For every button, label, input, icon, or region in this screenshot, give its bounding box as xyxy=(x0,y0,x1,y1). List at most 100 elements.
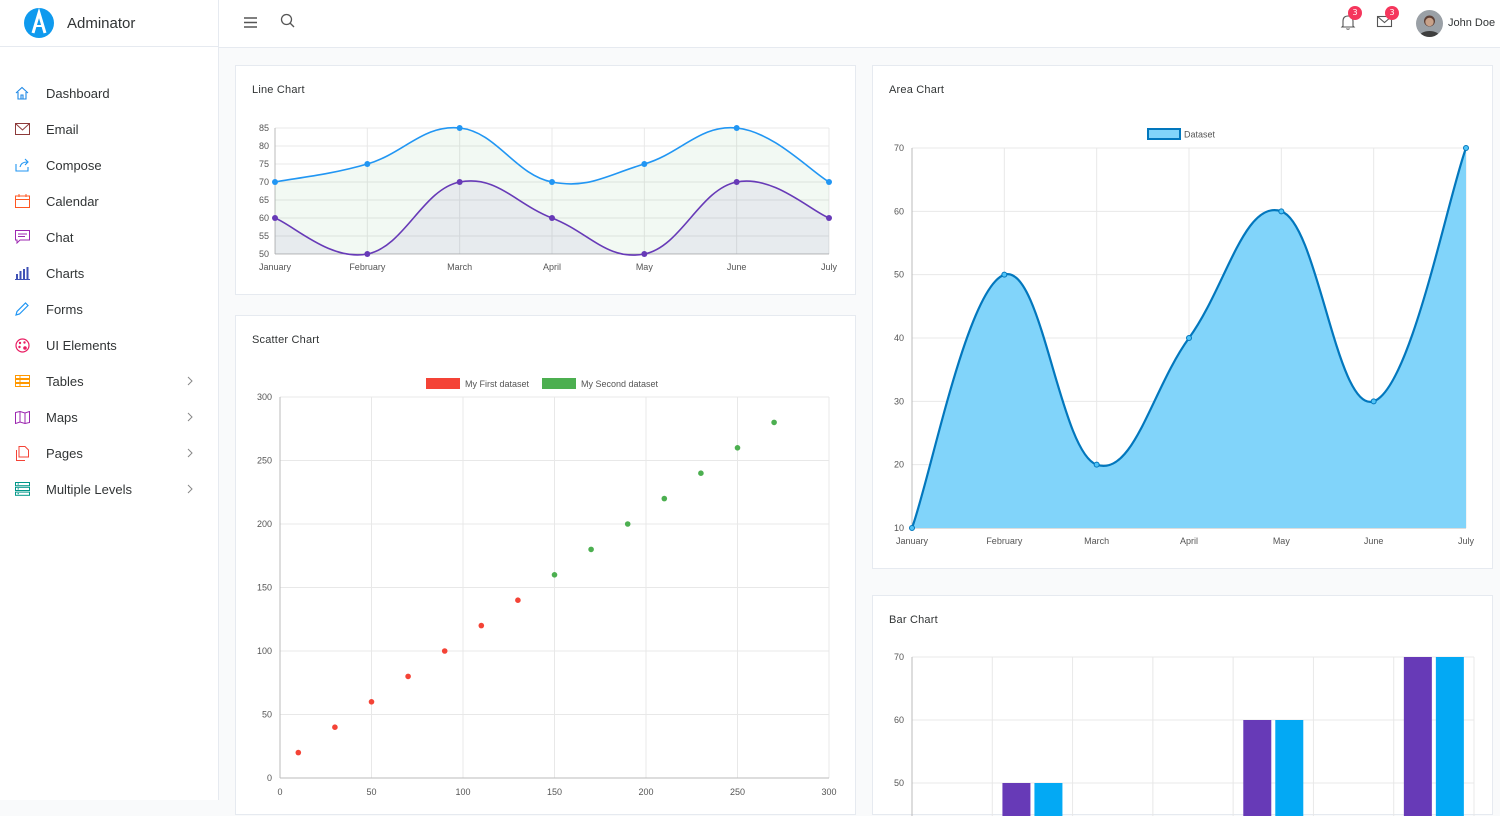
card-title: Bar Chart xyxy=(889,614,938,626)
sidebar-item-maps[interactable]: Maps xyxy=(0,399,218,435)
data-point xyxy=(826,179,832,185)
x-tick-label: April xyxy=(1180,536,1198,546)
y-tick-label: 50 xyxy=(894,778,904,788)
data-point xyxy=(826,215,832,221)
sidebar-item-email[interactable]: Email xyxy=(0,111,218,147)
card-title: Area Chart xyxy=(889,84,945,96)
sidebar-item-tables[interactable]: Tables xyxy=(0,363,218,399)
x-tick-label: 50 xyxy=(366,787,376,797)
scatter-chart-card: Scatter Chart My First dataset My Second … xyxy=(235,315,856,815)
area-chart[interactable]: Dataset 10 20 30 40 50 60 70 January February Marc… xyxy=(873,66,1494,570)
sidebar-menu: Dashboard Email Compose Calendar Chat Ch… xyxy=(0,75,218,507)
data-point xyxy=(272,179,278,185)
data-point xyxy=(456,125,463,131)
sidebar-item-charts[interactable]: Charts xyxy=(0,255,218,291)
avatar[interactable] xyxy=(1416,10,1443,37)
bar xyxy=(1243,720,1272,816)
calendar-icon xyxy=(13,192,31,210)
sidebar-item-multiple-levels[interactable]: Multiple Levels xyxy=(0,471,218,507)
sidebar-item-calendar[interactable]: Calendar xyxy=(0,183,218,219)
y-tick-label: 60 xyxy=(259,213,269,223)
card-title: Scatter Chart xyxy=(252,334,320,346)
sidebar-item-label: Charts xyxy=(46,265,85,281)
y-tick-label: 50 xyxy=(262,710,272,720)
data-point xyxy=(733,125,740,131)
y-tick-label: 300 xyxy=(257,392,272,402)
sidebar-item-pages[interactable]: Pages xyxy=(0,435,218,471)
layers-icon xyxy=(13,480,31,498)
search-icon[interactable] xyxy=(279,12,297,30)
data-point xyxy=(1186,335,1192,341)
hamburger-menu-icon[interactable] xyxy=(242,14,260,32)
brand[interactable]: Adminator xyxy=(0,0,218,47)
y-tick-label: 250 xyxy=(257,456,272,466)
user-avatar-icon xyxy=(1416,10,1443,37)
scatter-chart[interactable]: My First dataset My Second dataset 0 50 100 1… xyxy=(236,316,857,816)
sidebar-item-ui-elements[interactable]: UI Elements xyxy=(0,327,218,363)
y-tick-label: 55 xyxy=(259,231,269,241)
bar-chart-icon xyxy=(13,264,31,282)
legend-label: Dataset xyxy=(1184,130,1216,140)
bar xyxy=(1435,657,1464,816)
chevron-right-icon xyxy=(187,448,193,458)
card-title: Line Chart xyxy=(252,84,305,96)
topbar: 3 3 John Doe xyxy=(219,0,1500,48)
y-tick-label: 10 xyxy=(894,523,904,533)
y-tick-label: 70 xyxy=(259,177,269,187)
data-point xyxy=(551,572,558,578)
x-tick-label: May xyxy=(1273,536,1291,546)
map-icon xyxy=(13,408,31,426)
x-tick-label: 300 xyxy=(821,787,836,797)
x-tick-label: 250 xyxy=(730,787,745,797)
bar xyxy=(1403,657,1432,816)
data-point xyxy=(478,622,485,629)
share-icon xyxy=(13,156,31,174)
sidebar-item-label: Compose xyxy=(46,157,102,173)
x-tick-label: March xyxy=(447,262,472,272)
x-tick-label: April xyxy=(543,262,561,272)
data-point xyxy=(364,161,371,167)
x-tick-label: July xyxy=(1458,536,1475,546)
x-tick-label: 0 xyxy=(277,787,282,797)
y-tick-label: 20 xyxy=(894,460,904,470)
x-tick-label: June xyxy=(1364,536,1384,546)
sidebar-item-forms[interactable]: Forms xyxy=(0,291,218,327)
data-point xyxy=(295,749,302,756)
bar-chart-card: Bar Chart 50 60 70 xyxy=(872,595,1494,816)
y-tick-label: 70 xyxy=(894,652,904,662)
data-point xyxy=(1093,461,1100,468)
sidebar: Adminator Dashboard Email Compose Calend… xyxy=(0,0,219,800)
bar xyxy=(1275,720,1304,816)
sidebar-item-label: Multiple Levels xyxy=(46,481,132,497)
y-tick-label: 85 xyxy=(259,123,269,133)
sidebar-item-dashboard[interactable]: Dashboard xyxy=(0,75,218,111)
data-point xyxy=(661,495,668,502)
line-chart[interactable]: 50 55 60 65 70 75 80 85 January February March Apri… xyxy=(236,66,857,296)
data-point xyxy=(641,161,648,167)
y-tick-label: 50 xyxy=(259,249,269,259)
notifications-badge: 3 xyxy=(1348,6,1362,20)
x-tick-label: February xyxy=(986,536,1023,546)
sidebar-item-label: Calendar xyxy=(46,193,99,209)
data-point xyxy=(624,521,631,527)
email-icon xyxy=(13,120,31,138)
x-tick-label: 100 xyxy=(455,787,470,797)
sidebar-item-chat[interactable]: Chat xyxy=(0,219,218,255)
y-tick-label: 70 xyxy=(894,143,904,153)
data-point xyxy=(1278,208,1285,215)
data-point xyxy=(549,215,555,221)
data-point xyxy=(1370,398,1377,405)
pencil-icon xyxy=(13,300,31,318)
x-tick-label: January xyxy=(259,262,292,272)
data-point xyxy=(332,724,338,730)
bar-chart[interactable]: 50 60 70 xyxy=(873,596,1494,816)
data-point xyxy=(364,251,371,257)
legend-label: My Second dataset xyxy=(581,379,659,389)
sidebar-item-label: Dashboard xyxy=(46,85,110,101)
user-name[interactable]: John Doe xyxy=(1448,17,1496,29)
app-name: Adminator xyxy=(67,14,136,32)
y-tick-label: 0 xyxy=(267,773,272,783)
sidebar-item-compose[interactable]: Compose xyxy=(0,147,218,183)
data-point xyxy=(698,470,704,476)
data-point xyxy=(441,648,448,654)
